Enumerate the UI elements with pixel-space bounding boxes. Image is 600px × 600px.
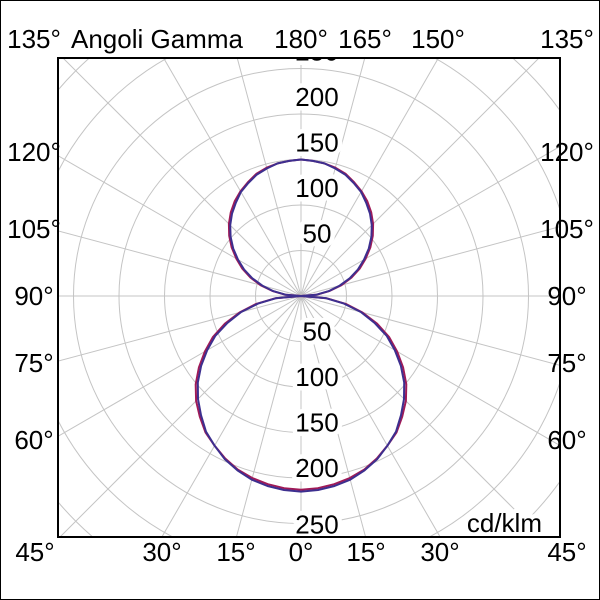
r-axis-label-below: 50 xyxy=(303,317,332,347)
angle-label-bottom: 30° xyxy=(420,537,459,567)
intensity-curve-c0-c180 xyxy=(196,158,406,493)
grid-radial-line xyxy=(300,295,367,537)
grid-radial-line xyxy=(300,295,560,366)
unit-label: cd/klm xyxy=(467,508,542,538)
r-axis-label-above: 50 xyxy=(303,219,332,249)
r-axis-label-below: 250 xyxy=(295,510,338,540)
angle-label-top: 150° xyxy=(411,24,465,54)
grid-radial-line xyxy=(62,58,302,297)
r-axis-label-below: 200 xyxy=(295,453,338,483)
angle-label-top: 165° xyxy=(338,24,392,54)
r-axis-label-above: 200 xyxy=(295,82,338,112)
grid-radial-line xyxy=(300,58,540,297)
angle-label-bottom: 45° xyxy=(547,537,586,567)
grid-radial-line xyxy=(300,58,366,297)
angle-label-right: 75° xyxy=(547,348,586,378)
angle-label-bottom: 15° xyxy=(346,537,385,567)
angle-label-left: 60° xyxy=(14,425,53,455)
angle-label-top: 135° xyxy=(7,24,61,54)
angle-label-left: 90° xyxy=(14,281,53,311)
grid-radial-line xyxy=(59,295,302,537)
grid-radial-line xyxy=(161,295,302,537)
angle-label-top: 180° xyxy=(274,24,328,54)
grid-radial-line xyxy=(300,295,543,537)
chart-title: Angoli Gamma xyxy=(71,24,243,54)
r-axis-label-below: 150 xyxy=(295,408,338,438)
angle-label-top: 135° xyxy=(540,24,594,54)
grid-radial-line xyxy=(163,58,302,297)
grid-radial-line xyxy=(300,295,441,537)
r-axis-label-above: 100 xyxy=(295,173,338,203)
angle-label-bottom: 15° xyxy=(216,537,255,567)
r-axis-label-below: 100 xyxy=(295,362,338,392)
angle-label-left: 105° xyxy=(7,214,61,244)
grid-radial-line xyxy=(58,230,302,297)
grid-radial-line xyxy=(300,226,560,297)
grid-radial-line xyxy=(236,58,302,297)
r-axis-label-above: 150 xyxy=(295,128,338,158)
angle-label-left: 120° xyxy=(7,137,61,167)
angle-label-right: 60° xyxy=(547,425,586,455)
angle-label-right: 105° xyxy=(540,214,594,244)
angle-label-left: 75° xyxy=(14,348,53,378)
grid-radial-line xyxy=(300,295,560,447)
grid-radial-line xyxy=(58,155,302,297)
angle-label-bottom: 0° xyxy=(289,537,314,567)
angle-label-right: 90° xyxy=(547,281,586,311)
plot-border xyxy=(57,57,561,538)
angle-label-right: 120° xyxy=(540,137,594,167)
grid-radial-line xyxy=(300,58,439,297)
grid-radial-line xyxy=(58,295,302,362)
grid-radial-line xyxy=(300,145,560,297)
angle-label-bottom: 45° xyxy=(15,537,54,567)
angle-label-bottom: 30° xyxy=(142,537,181,567)
grid-radial-line xyxy=(58,295,302,437)
grid-radial-line xyxy=(235,295,302,537)
